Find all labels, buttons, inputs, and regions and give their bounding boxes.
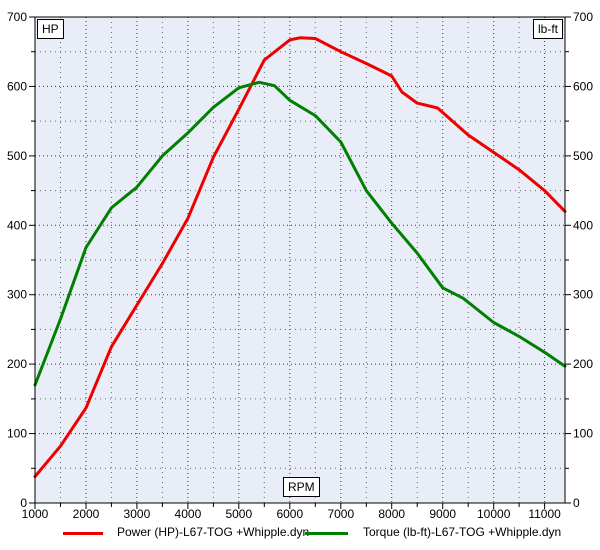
svg-text:2000: 2000 <box>73 507 100 520</box>
svg-text:6000: 6000 <box>276 507 303 520</box>
svg-text:0: 0 <box>573 496 580 510</box>
chart-area: 0 0 100 100 200 200 300 300 400 400 500 500 600 600 70… <box>7 10 593 520</box>
svg-text:200: 200 <box>7 357 27 371</box>
chart-canvas: 0 0 100 100 200 200 300 300 400 400 500 500 600 600 70… <box>7 10 593 520</box>
power-legend-label: Power (HP)-L67-TOG +Whipple.dyn <box>117 525 310 539</box>
svg-text:3000: 3000 <box>124 507 151 520</box>
svg-text:500: 500 <box>573 149 593 163</box>
svg-text:11000: 11000 <box>528 507 561 520</box>
svg-text:5000: 5000 <box>225 507 252 520</box>
svg-text:300: 300 <box>573 288 593 302</box>
x-axis-unit-box: RPM <box>283 477 320 497</box>
svg-text:400: 400 <box>573 218 593 232</box>
svg-text:700: 700 <box>573 10 593 24</box>
svg-text:100: 100 <box>7 427 27 441</box>
right-axis-unit-box: lb-ft <box>532 19 563 39</box>
svg-text:200: 200 <box>573 357 593 371</box>
svg-text:4000: 4000 <box>175 507 202 520</box>
svg-text:500: 500 <box>7 149 27 163</box>
svg-text:0: 0 <box>20 496 27 510</box>
svg-text:300: 300 <box>7 288 27 302</box>
svg-text:1000: 1000 <box>22 507 49 520</box>
chart-legend: Power (HP)-L67-TOG +Whipple.dyn Torque (… <box>0 520 600 550</box>
svg-text:700: 700 <box>7 10 27 24</box>
svg-text:9000: 9000 <box>429 507 456 520</box>
svg-text:400: 400 <box>7 218 27 232</box>
power-legend-swatch <box>63 532 103 535</box>
svg-text:600: 600 <box>7 79 27 93</box>
svg-text:8000: 8000 <box>378 507 405 520</box>
svg-text:10000: 10000 <box>477 507 511 520</box>
svg-text:7000: 7000 <box>327 507 354 520</box>
svg-text:600: 600 <box>573 79 593 93</box>
torque-legend-swatch <box>305 532 348 535</box>
svg-text:100: 100 <box>573 427 593 441</box>
left-axis-unit-box: HP <box>37 19 64 39</box>
torque-legend-label: Torque (lb-ft)-L67-TOG +Whipple.dyn <box>363 525 562 539</box>
